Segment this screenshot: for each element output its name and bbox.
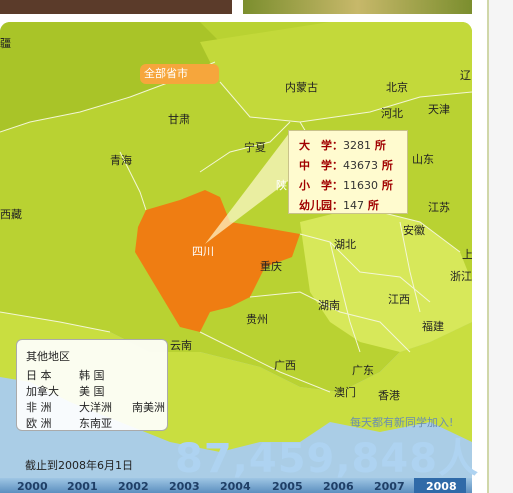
- map-panel: 全部省市 疆甘肃内蒙古北京辽青海宁夏河北天津山东山西陕西西藏河南江苏四川湖北安徽…: [0, 22, 472, 493]
- province-label-guangdong[interactable]: 广东: [352, 364, 374, 377]
- year-tab-selected[interactable]: 2008: [426, 480, 457, 493]
- province-label-xinjiang[interactable]: 疆: [0, 37, 11, 50]
- slogan-text: 每天都有新同学加入!: [350, 416, 454, 429]
- header-photo-strip: [0, 0, 232, 14]
- stat-primary-school: 小 学：11630 所: [299, 179, 393, 192]
- year-tab[interactable]: 2006: [323, 480, 354, 493]
- as-of-date: 截止到2008年6月1日: [25, 459, 133, 472]
- province-label-shaanxi[interactable]: 陕西: [276, 179, 298, 192]
- region-link[interactable]: 韩 国: [79, 369, 105, 382]
- region-link[interactable]: 东南亚: [79, 417, 112, 430]
- total-user-count: 87,459,848人: [175, 436, 480, 482]
- province-label-neimenggu[interactable]: 内蒙古: [285, 81, 318, 94]
- province-label-hebei[interactable]: 河北: [381, 107, 403, 120]
- region-link[interactable]: 大洋洲: [79, 401, 112, 414]
- region-link[interactable]: 加拿大: [26, 385, 59, 398]
- province-label-gansu[interactable]: 甘肃: [168, 113, 190, 126]
- province-label-yunnan[interactable]: 云南: [170, 339, 192, 352]
- province-label-shanghai[interactable]: 上: [462, 248, 472, 261]
- side-scroll-area: [487, 0, 513, 493]
- province-label-beijing[interactable]: 北京: [386, 81, 408, 94]
- province-label-xizang[interactable]: 西藏: [0, 208, 22, 221]
- year-tab[interactable]: 2000: [17, 480, 48, 493]
- province-label-jiangsu[interactable]: 江苏: [428, 201, 450, 214]
- province-label-chongqing[interactable]: 重庆: [260, 260, 282, 273]
- year-tab[interactable]: 2001: [67, 480, 98, 493]
- province-label-jiangxi[interactable]: 江西: [388, 293, 410, 306]
- stat-middle-school: 中 学：43673 所: [299, 159, 393, 172]
- province-label-guizhou[interactable]: 贵州: [246, 313, 268, 326]
- region-link[interactable]: 欧 洲: [26, 417, 52, 430]
- year-tab[interactable]: 2003: [169, 480, 200, 493]
- region-link[interactable]: 美 国: [79, 385, 105, 398]
- province-label-qinghai[interactable]: 青海: [110, 154, 132, 167]
- province-label-tianjin[interactable]: 天津: [428, 103, 450, 116]
- stat-kindergarten: 幼儿园：147 所: [299, 199, 379, 212]
- province-label-aomen[interactable]: 澳门: [334, 386, 356, 399]
- region-link[interactable]: 日 本: [26, 369, 52, 382]
- province-label-anhui[interactable]: 安徽: [403, 224, 425, 237]
- province-label-xianggang[interactable]: 香港: [378, 389, 400, 402]
- province-label-liaoning[interactable]: 辽: [460, 69, 471, 82]
- sichuan-region-highlight[interactable]: [135, 190, 300, 332]
- year-tab[interactable]: 2005: [272, 480, 303, 493]
- province-label-hunan[interactable]: 湖南: [318, 299, 340, 312]
- stat-university: 大 学：3281 所: [299, 139, 386, 152]
- province-label-sichuan[interactable]: 四川: [192, 245, 214, 258]
- province-tab[interactable]: 全部省市: [140, 64, 219, 84]
- year-tab[interactable]: 2004: [220, 480, 251, 493]
- year-tab[interactable]: 2002: [118, 480, 149, 493]
- year-timeline: [0, 478, 472, 493]
- region-link[interactable]: 非 洲: [26, 401, 52, 414]
- province-label-fujian[interactable]: 福建: [422, 320, 444, 333]
- province-label-ningxia[interactable]: 宁夏: [244, 141, 266, 154]
- year-tab[interactable]: 2007: [374, 480, 405, 493]
- province-label-shandong[interactable]: 山东: [412, 153, 434, 166]
- other-regions-box: 其他地区 日 本 韩 国 加拿大 美 国 非 洲 大洋洲 南美洲 欧 洲 东南亚: [16, 339, 168, 431]
- school-stats-popup: 大 学：3281 所 中 学：43673 所 小 学：11630 所 幼儿园：1…: [288, 130, 408, 214]
- province-label-hubei[interactable]: 湖北: [334, 238, 356, 251]
- region-link[interactable]: 南美洲: [132, 401, 165, 414]
- province-label-zhejiang[interactable]: 浙江: [450, 270, 472, 283]
- other-regions-title: 其他地区: [26, 350, 70, 363]
- province-label-guangxi[interactable]: 广西: [274, 359, 296, 372]
- header-banner-strip: [243, 0, 472, 14]
- selected-year-highlight: [414, 478, 466, 493]
